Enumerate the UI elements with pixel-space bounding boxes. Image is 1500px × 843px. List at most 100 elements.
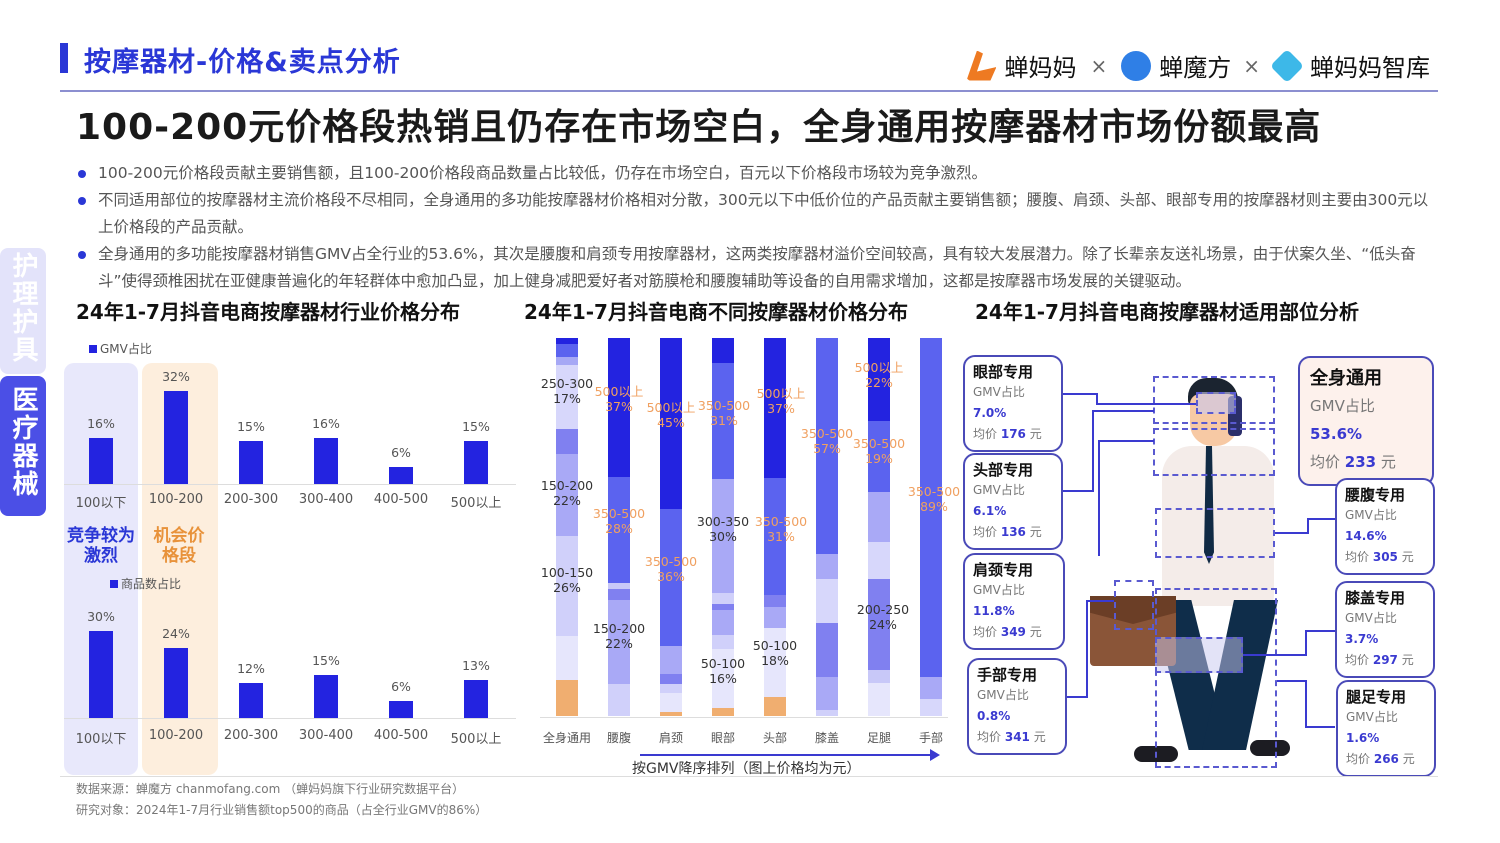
stacked-bar bbox=[868, 338, 890, 716]
bar-segment bbox=[608, 338, 630, 478]
category-label: 头部 bbox=[762, 731, 787, 745]
connector bbox=[1062, 490, 1092, 492]
section-title: 按摩器材-价格&卖点分析 bbox=[84, 47, 401, 78]
category-label: 全身通用 bbox=[542, 731, 591, 745]
category-label: 100-200 bbox=[148, 492, 204, 507]
bar-segment bbox=[868, 670, 890, 683]
info-box-knee: 膝盖专用 GMV占比 3.7% 均价 297 元 bbox=[1335, 581, 1435, 678]
header-accent-bar bbox=[60, 43, 68, 73]
segment-label: 50-100 18% bbox=[752, 638, 798, 668]
connector bbox=[1305, 630, 1335, 632]
stacked-bar bbox=[712, 338, 734, 716]
shoe-icon bbox=[1250, 740, 1290, 756]
stacked-bar bbox=[816, 338, 838, 716]
connector bbox=[1305, 726, 1335, 728]
legend-item-count: 商品数占比 bbox=[110, 575, 181, 592]
bar-segment bbox=[556, 635, 578, 681]
waist-region bbox=[1155, 508, 1275, 558]
info-box-head: 头部专用 GMV占比 6.1% 均价 136 元 bbox=[963, 453, 1063, 550]
segment-label: 350-500 28% bbox=[592, 506, 646, 536]
segment-label: 350-500 31% bbox=[697, 398, 751, 428]
bar-value-label: 30% bbox=[87, 609, 115, 624]
connector bbox=[1086, 600, 1114, 602]
bar-segment bbox=[660, 646, 682, 674]
connector bbox=[1277, 680, 1307, 682]
bar-segment bbox=[556, 428, 578, 455]
category-label: 100以下 bbox=[75, 732, 127, 747]
side-tab-nursing[interactable]: 护理护具 bbox=[0, 248, 46, 374]
segment-label: 500以上 45% bbox=[646, 400, 696, 430]
info-box-leg-foot: 腿足专用 GMV占比 1.6% 均价 266 元 bbox=[1336, 680, 1436, 777]
x-axis-label: 按GMV降序排列（图上价格均为元） bbox=[632, 761, 861, 777]
bar-value-label: 16% bbox=[87, 415, 115, 431]
chanmama-logo-icon bbox=[966, 50, 997, 81]
bar bbox=[239, 683, 263, 718]
bar-segment bbox=[868, 541, 890, 579]
segment-label: 200-250 24% bbox=[856, 602, 910, 632]
bar-segment bbox=[712, 634, 734, 650]
connector bbox=[1064, 696, 1088, 698]
category-label: 腰腹 bbox=[606, 731, 631, 745]
logo-text: 蝉妈妈 bbox=[1004, 54, 1077, 82]
connector bbox=[1307, 518, 1309, 534]
bar-value-label: 15% bbox=[462, 418, 490, 434]
bar-segment bbox=[556, 338, 578, 345]
legend-gmv: GMV占比 bbox=[89, 340, 152, 357]
bar-segment bbox=[816, 709, 838, 716]
info-box-waist: 腰腹专用 GMV占比 14.6% 均价 305 元 bbox=[1335, 478, 1435, 575]
segment-label: 350-500 89% bbox=[907, 484, 961, 514]
zhiku-logo-icon bbox=[1270, 48, 1304, 83]
segment-label: 350-500 19% bbox=[852, 436, 906, 466]
bar-segment bbox=[556, 536, 578, 636]
arrow-right-icon bbox=[930, 749, 940, 761]
category-label: 200-300 bbox=[223, 492, 279, 507]
info-box-full-body: 全身通用 GMV占比 53.6% 均价 233 元 bbox=[1298, 356, 1434, 486]
bar-segment bbox=[920, 676, 942, 700]
bar-segment bbox=[712, 649, 734, 708]
neck-region bbox=[1153, 428, 1275, 476]
bar-value-label: 6% bbox=[391, 444, 411, 460]
stacked-bar bbox=[764, 338, 786, 716]
separator: × bbox=[1243, 53, 1260, 78]
bar bbox=[164, 648, 188, 718]
bar-segment bbox=[868, 421, 890, 492]
bar-segment bbox=[920, 338, 942, 677]
stacked-bar bbox=[660, 338, 682, 716]
bar bbox=[464, 440, 488, 484]
stacked-bar bbox=[556, 338, 578, 716]
category-label: 400-500 bbox=[373, 492, 429, 507]
bar-value-label: 16% bbox=[312, 415, 340, 431]
segment-label: 500以上 22% bbox=[854, 360, 904, 390]
bar-segment bbox=[816, 554, 838, 579]
stacked-bar bbox=[608, 338, 630, 716]
category-label: 300-400 bbox=[298, 728, 354, 743]
partner-logos: 蝉妈妈 × 蝉魔方 × 蝉妈妈智库 bbox=[966, 48, 1430, 83]
side-tab-medical[interactable]: 医疗器械 bbox=[0, 376, 46, 516]
bar-value-label: 15% bbox=[237, 418, 265, 434]
bar-segment bbox=[660, 684, 682, 693]
data-source: 数据来源：蝉魔方 chanmofang.com （蝉妈妈旗下行业研究数据平台） bbox=[76, 782, 465, 796]
bar-value-label: 6% bbox=[391, 678, 411, 694]
bar-segment bbox=[608, 477, 630, 583]
bar-segment bbox=[556, 680, 578, 716]
bar bbox=[164, 391, 188, 484]
knee-region bbox=[1155, 637, 1243, 673]
bar-segment bbox=[868, 682, 890, 716]
bar-segment bbox=[712, 610, 734, 635]
segment-label: 300-350 30% bbox=[696, 514, 750, 544]
connector bbox=[1275, 532, 1309, 534]
head-region bbox=[1153, 376, 1275, 424]
bar-value-label: 15% bbox=[312, 652, 340, 668]
bar-segment bbox=[764, 338, 786, 478]
separator: × bbox=[1090, 53, 1108, 78]
summary-bullets: 100-200元价格段贡献主要销售额，且100-200价格段商品数量占比较低，仍… bbox=[76, 160, 1436, 295]
bar-segment bbox=[712, 362, 734, 480]
segment-label: 500以上 37% bbox=[594, 384, 644, 414]
bar-segment bbox=[712, 707, 734, 716]
bar-segment bbox=[868, 338, 890, 422]
connector bbox=[1092, 410, 1094, 492]
chart2-title: 24年1-7月抖音电商不同按摩器材价格分布 bbox=[524, 300, 908, 324]
connector bbox=[1305, 630, 1307, 656]
info-box-eye: 眼部专用 GMV占比 7.0% 均价 176 元 bbox=[963, 355, 1063, 452]
segment-label: 150-200 22% bbox=[540, 478, 594, 508]
